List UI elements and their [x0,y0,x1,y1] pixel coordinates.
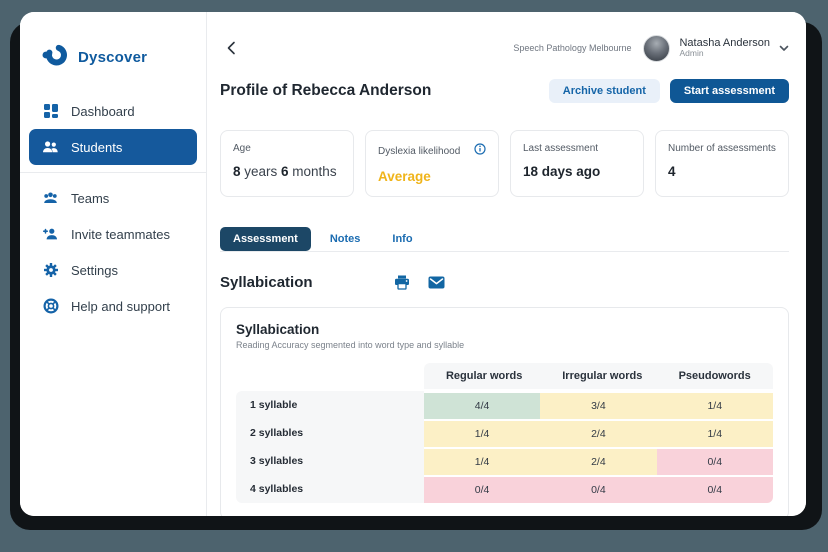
invite-icon [42,226,59,243]
back-button[interactable] [220,37,242,59]
table-corner [236,363,424,389]
stat-label: Number of assessments [668,143,776,154]
section-header: Syllabication [220,274,789,291]
sidebar: Dyscover Dashboard [20,12,207,516]
stat-label: Dyslexia likelihood [378,145,461,157]
stat-value-likelihood: Average [378,169,431,184]
sidebar-item-teams[interactable]: Teams [20,180,206,216]
main-content: Speech Pathology Melbourne Natasha Ander… [207,12,806,516]
dyscover-logo-icon [42,42,68,73]
stat-label: Last assessment [523,143,599,154]
user-role: Admin [679,48,704,59]
app-logo[interactable]: Dyscover [20,42,206,72]
sidebar-item-label: Help and support [71,298,171,314]
sidebar-divider [20,172,206,173]
table-cell: 0/4 [656,475,773,503]
card-title: Syllabication [236,322,320,337]
user-menu[interactable]: Speech Pathology Melbourne Natasha Ander… [513,34,789,62]
row-label: 1 syllable [236,391,424,419]
tab-info[interactable]: Info [392,233,413,245]
sidebar-item-invite-teammates[interactable]: Invite teammates [20,216,206,252]
help-icon [42,298,59,315]
table-cell: 2/4 [540,447,657,475]
dashboard-icon [42,103,59,120]
archive-student-button[interactable]: Archive student [548,79,660,103]
info-icon[interactable] [474,142,486,160]
syllabication-table: Regular words Irregular words Pseudoword… [236,363,773,503]
stat-card-dyslexia-likelihood: Dyslexia likelihood Average [365,130,499,197]
age-years-unit: years [240,164,282,179]
table-cell: 1/4 [423,419,541,447]
settings-icon [42,262,59,279]
table-cell: 4/4 [423,391,541,419]
sidebar-item-label: Invite teammates [71,226,170,242]
column-header: Pseudowords [656,363,773,389]
user-name: Natasha Anderson [679,36,770,49]
page-title: Profile of Rebecca Anderson [220,82,432,99]
tab-bar: Assessment Notes Info [220,227,789,252]
chevron-down-icon [779,39,789,57]
table-cell: 0/4 [540,475,657,503]
students-icon [42,139,59,156]
section-actions [393,275,446,291]
sidebar-item-help-support[interactable]: Help and support [20,288,206,324]
sidebar-nav: Dashboard Students [20,93,206,324]
table-cell: 0/4 [656,447,773,475]
logo-text: Dyscover [78,48,148,66]
organization-name: Speech Pathology Melbourne [513,43,632,53]
column-header: Irregular words [540,363,657,389]
stat-card-age: Age 8 years 6 months [220,130,354,197]
tab-assessment[interactable]: Assessment [220,227,311,251]
sidebar-item-dashboard[interactable]: Dashboard [20,93,206,129]
print-icon[interactable] [393,275,411,291]
table-cell: 2/4 [540,419,657,447]
table-cell: 0/4 [423,475,541,503]
sidebar-item-label: Dashboard [71,103,135,119]
sidebar-item-label: Students [71,139,123,155]
sidebar-item-label: Settings [71,262,118,278]
sidebar-item-students[interactable]: Students [29,129,197,165]
tab-notes[interactable]: Notes [329,233,361,245]
email-icon[interactable] [428,275,446,291]
page-header: Profile of Rebecca Anderson Archive stud… [220,78,789,104]
user-info: Natasha Anderson Admin [679,37,770,59]
column-header: Regular words [423,363,541,389]
stat-value-count: 4 [668,164,676,179]
sidebar-item-label: Teams [71,190,110,206]
row-label: 2 syllables [236,419,424,447]
row-label: 3 syllables [236,447,424,475]
stats-row: Age 8 years 6 months Dyslexia likelihood… [220,130,789,197]
avatar [643,34,671,62]
syllabication-card: Syllabication Reading Accuracy segmented… [220,307,789,516]
stat-label: Age [233,143,251,154]
stat-card-assessment-count: Number of assessments 4 [655,130,789,197]
start-assessment-button[interactable]: Start assessment [669,79,789,103]
stat-value-last-assessment: 18 days ago [523,164,601,179]
sidebar-item-settings[interactable]: Settings [20,252,206,288]
table-cell: 1/4 [656,419,773,447]
table-cell: 3/4 [540,391,657,419]
age-months-unit: months [288,164,337,179]
app-window: Dyscover Dashboard [20,12,806,516]
table-cell: 1/4 [656,391,773,419]
table-cell: 1/4 [423,447,541,475]
page-actions: Archive student Start assessment [548,79,789,103]
top-bar: Speech Pathology Melbourne Natasha Ander… [220,12,789,62]
age-months: 6 [281,164,289,179]
section-title: Syllabication [220,274,313,291]
row-label: 4 syllables [236,475,424,503]
card-subtitle: Reading Accuracy segmented into word typ… [236,340,465,350]
stat-card-last-assessment: Last assessment 18 days ago [510,130,644,197]
teams-icon [42,190,59,207]
age-years: 8 [233,164,241,179]
stat-value-age: 8 years 6 months [233,163,341,180]
